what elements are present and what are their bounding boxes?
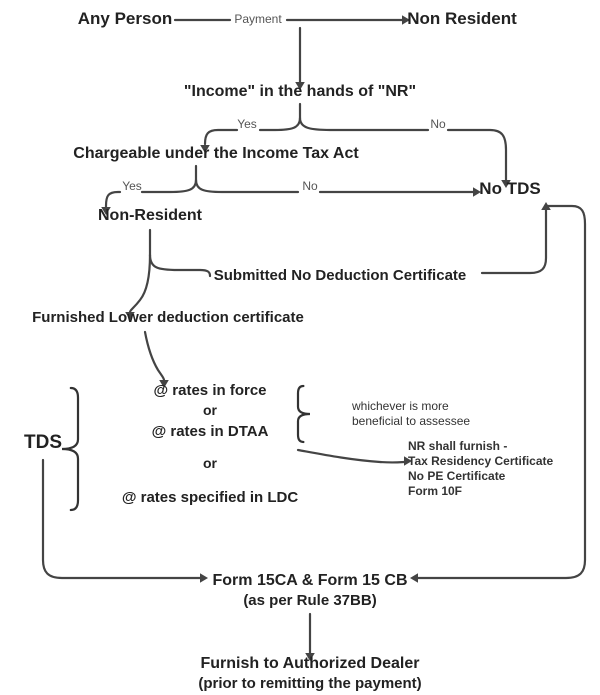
node-chargeable: Chargeable under the Income Tax Act bbox=[73, 145, 359, 162]
edge-tds-down bbox=[43, 460, 208, 583]
node-non_resident_top: Non Resident bbox=[407, 9, 517, 28]
edge-no2-right bbox=[196, 180, 481, 197]
node-any_person: Any Person bbox=[78, 9, 172, 28]
node-nr_furnish_h: NR shall furnish - bbox=[408, 439, 507, 453]
edge-notds-to-form15 bbox=[410, 206, 585, 583]
edge-submitted-to-notds bbox=[482, 202, 551, 273]
node-non_resident_mid: Non-Resident bbox=[98, 207, 203, 224]
brace-left-big bbox=[62, 388, 78, 510]
edge-anyperson-to-nr bbox=[175, 15, 410, 25]
edge-form15-down bbox=[305, 614, 315, 661]
node-furnish_dealer_1: Furnish to Authorized Dealer bbox=[201, 655, 420, 672]
node-or1: or bbox=[203, 402, 218, 418]
edge-label-yes1: Yes bbox=[237, 117, 257, 131]
node-nr_furnish_3: Form 10F bbox=[408, 484, 462, 498]
node-no_tds: No TDS bbox=[479, 179, 540, 198]
edge-label-no1: No bbox=[430, 117, 446, 131]
node-income_nr: "Income" in the hands of "NR" bbox=[184, 83, 416, 100]
node-submitted_cert: Submitted No Deduction Certificate bbox=[214, 267, 467, 284]
node-rates_force: @ rates in force bbox=[154, 382, 267, 399]
brace-right-small bbox=[298, 386, 310, 442]
node-tds_label: TDS bbox=[24, 432, 62, 453]
edge-label-payment: Payment bbox=[234, 12, 282, 26]
node-beneficial2: beneficial to assessee bbox=[352, 414, 470, 428]
node-furnish_dealer_2: (prior to remitting the payment) bbox=[198, 675, 421, 692]
edge-label-no2: No bbox=[302, 179, 318, 193]
node-nr_furnish_1: Tax Residency Certificate bbox=[408, 454, 553, 468]
edge-payment-to-income bbox=[295, 28, 305, 90]
edge-dtaa-to-furnish bbox=[298, 450, 412, 466]
edge-furnished-down bbox=[145, 332, 169, 388]
node-form_15ca_1: Form 15CA & Form 15 CB bbox=[213, 572, 408, 589]
edge-label-yes2: Yes bbox=[122, 179, 142, 193]
node-rates_dtaa: @ rates in DTAA bbox=[152, 423, 269, 440]
edge-nonres-to-submitted bbox=[150, 255, 210, 276]
node-rates_ldc: @ rates specified in LDC bbox=[122, 489, 299, 506]
node-nr_furnish_2: No PE Certificate bbox=[408, 469, 506, 483]
node-furnished_ldc: Furnished Lower deduction certificate bbox=[32, 309, 304, 326]
node-or2: or bbox=[203, 455, 218, 471]
node-beneficial1: whichever is more bbox=[351, 399, 449, 413]
node-form_15ca_2: (as per Rule 37BB) bbox=[243, 592, 376, 609]
